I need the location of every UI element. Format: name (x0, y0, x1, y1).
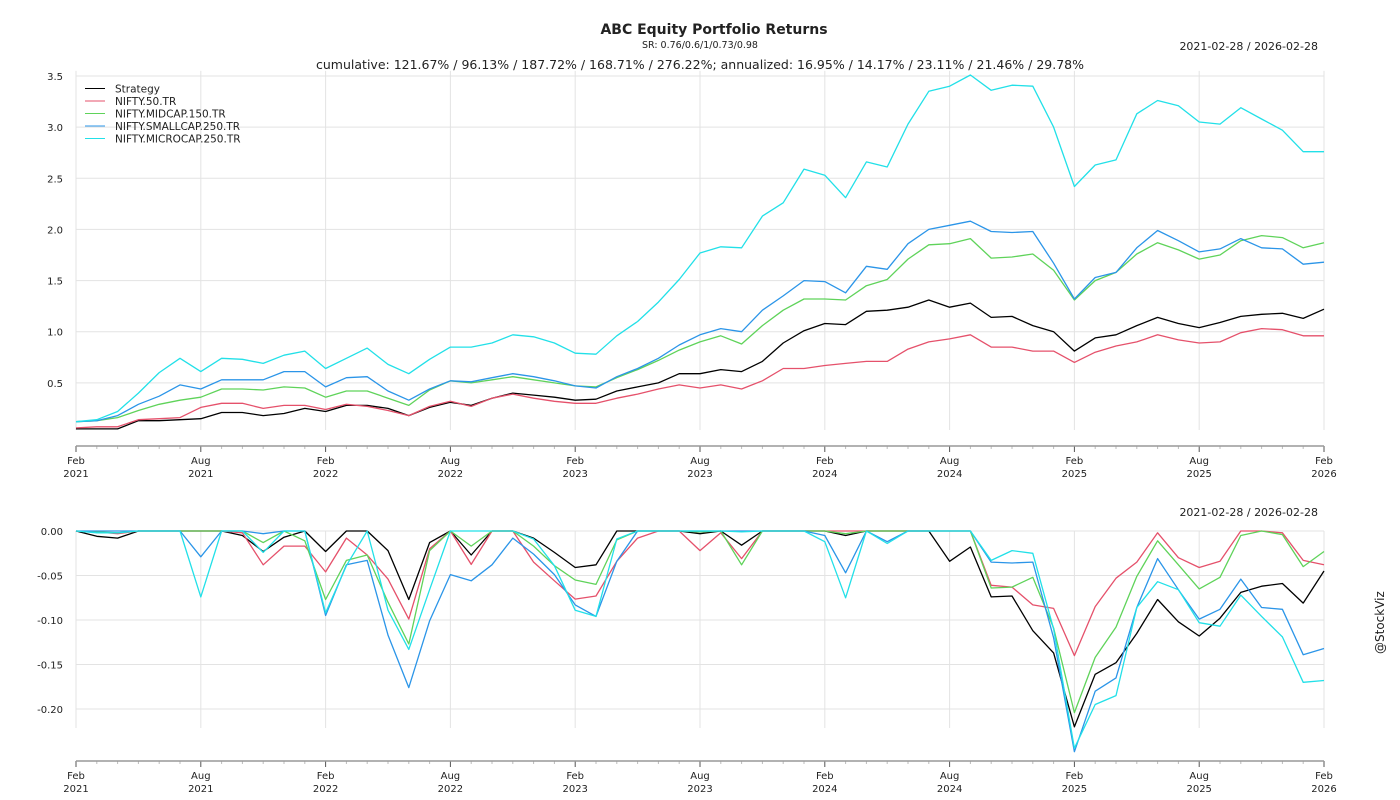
x-tick-label-month: Aug (690, 771, 710, 782)
watermark: @StockViz (1373, 591, 1387, 654)
x-tick-label-year: 2022 (438, 469, 463, 480)
x-tick-label-year: 2025 (1062, 469, 1087, 480)
x-tick-label-month: Aug (1189, 771, 1209, 782)
legend-label: Strategy (115, 84, 160, 96)
y-tick-label: 1.5 (47, 277, 63, 288)
y-tick-label: -0.15 (37, 661, 63, 672)
series-line-strategy (76, 299, 1325, 430)
x-tick-label-month: Feb (816, 771, 834, 782)
x-tick-label-year: 2024 (812, 784, 837, 795)
x-tick-label-month: Feb (816, 456, 834, 467)
x-tick-label-month: Feb (1315, 456, 1333, 467)
x-tick-label-year: 2025 (1186, 784, 1211, 795)
x-tick-label-month: Aug (191, 456, 211, 467)
series-line-strategy (75, 530, 1325, 728)
y-tick-label: 0.00 (41, 527, 63, 538)
y-tick-label: -0.10 (37, 616, 63, 627)
chart-title: ABC Equity Portfolio Returns (600, 22, 827, 38)
x-tick-label-month: Aug (940, 456, 960, 467)
y-tick-label: 2.5 (47, 174, 63, 185)
x-tick-label-year: 2023 (687, 469, 712, 480)
x-tick-label-year: 2021 (63, 469, 88, 480)
drawdown-plot: 0.00 -0.05 -0.10 -0.15 -0.20 Feb 2021 Aug 2021 Fe… (37, 527, 1337, 795)
series-line-nifty-50-tr (75, 327, 1324, 429)
x-tick-label-month: Feb (1066, 771, 1084, 782)
x-tick-label-month: Aug (690, 456, 710, 467)
x-tick-label-month: Feb (67, 771, 85, 782)
x-tick-label-year: 2025 (1062, 784, 1087, 795)
x-tick-label-month: Feb (566, 456, 584, 467)
x-tick-label-year: 2021 (188, 469, 213, 480)
y-tick-label: 0.5 (47, 379, 63, 390)
x-tick-label-month: Feb (317, 771, 335, 782)
x-tick-label-month: Feb (1315, 771, 1333, 782)
x-tick-label-year: 2024 (937, 784, 962, 795)
legend-label: NIFTY.SMALLCAP.250.TR (115, 121, 240, 133)
returns-summary: cumulative: 121.67% / 96.13% / 187.72% /… (316, 57, 1084, 72)
x-tick-label-year: 2023 (687, 784, 712, 795)
y-tick-label: -0.20 (37, 705, 63, 716)
series-line-nifty-microcap-250-tr (75, 530, 1325, 749)
x-tick-label-month: Aug (191, 771, 211, 782)
x-tick-label-month: Aug (940, 771, 960, 782)
legend-label: NIFTY.MICROCAP.250.TR (115, 134, 241, 146)
legend-label: NIFTY.MIDCAP.150.TR (115, 109, 226, 121)
x-tick-label-year: 2024 (937, 469, 962, 480)
x-tick-label-year: 2026 (1311, 469, 1336, 480)
y-tick-label: 3.0 (47, 123, 63, 134)
x-tick-label-year: 2021 (63, 784, 88, 795)
y-tick-label: 1.0 (47, 328, 63, 339)
x-tick-label-year: 2022 (313, 784, 338, 795)
x-tick-label-month: Feb (566, 771, 584, 782)
sharpe-ratio-subtitle: SR: 0.76/0.6/1/0.73/0.98 (642, 40, 758, 51)
x-tick-label-month: Feb (1066, 456, 1084, 467)
x-tick-label-month: Aug (1189, 456, 1209, 467)
x-tick-label-year: 2021 (188, 784, 213, 795)
x-tick-label-year: 2022 (438, 784, 463, 795)
x-tick-label-year: 2023 (562, 469, 587, 480)
x-tick-label-month: Aug (441, 771, 461, 782)
y-tick-label: 2.0 (47, 225, 63, 236)
x-tick-label-year: 2022 (313, 469, 338, 480)
x-tick-label-year: 2024 (812, 469, 837, 480)
x-tick-label-year: 2025 (1186, 469, 1211, 480)
x-tick-label-month: Feb (67, 456, 85, 467)
legend-label: NIFTY.50.TR (115, 96, 176, 108)
date-range-bottom: 2021-02-28 / 2026-02-28 (1179, 506, 1318, 519)
series-line-nifty-50-tr (75, 530, 1325, 657)
series-line-nifty-smallcap-250-tr (75, 220, 1325, 423)
y-tick-label: -0.05 (37, 572, 63, 583)
x-tick-label-year: 2023 (562, 784, 587, 795)
date-range-top: 2021-02-28 / 2026-02-28 (1179, 40, 1318, 53)
x-tick-label-month: Feb (317, 456, 335, 467)
x-tick-label-month: Aug (441, 456, 461, 467)
x-tick-label-year: 2026 (1311, 784, 1336, 795)
cumulative-returns-plot: 0.5 1.0 1.5 2.0 2.5 3.0 3.5 Feb 2021 Aug 2021 Feb 20… (47, 70, 1337, 480)
legend: StrategyNIFTY.50.TRNIFTY.MIDCAP.150.TRNI… (85, 84, 241, 146)
series-line-nifty-microcap-250-tr (75, 74, 1324, 423)
y-tick-label: 3.5 (47, 72, 63, 83)
